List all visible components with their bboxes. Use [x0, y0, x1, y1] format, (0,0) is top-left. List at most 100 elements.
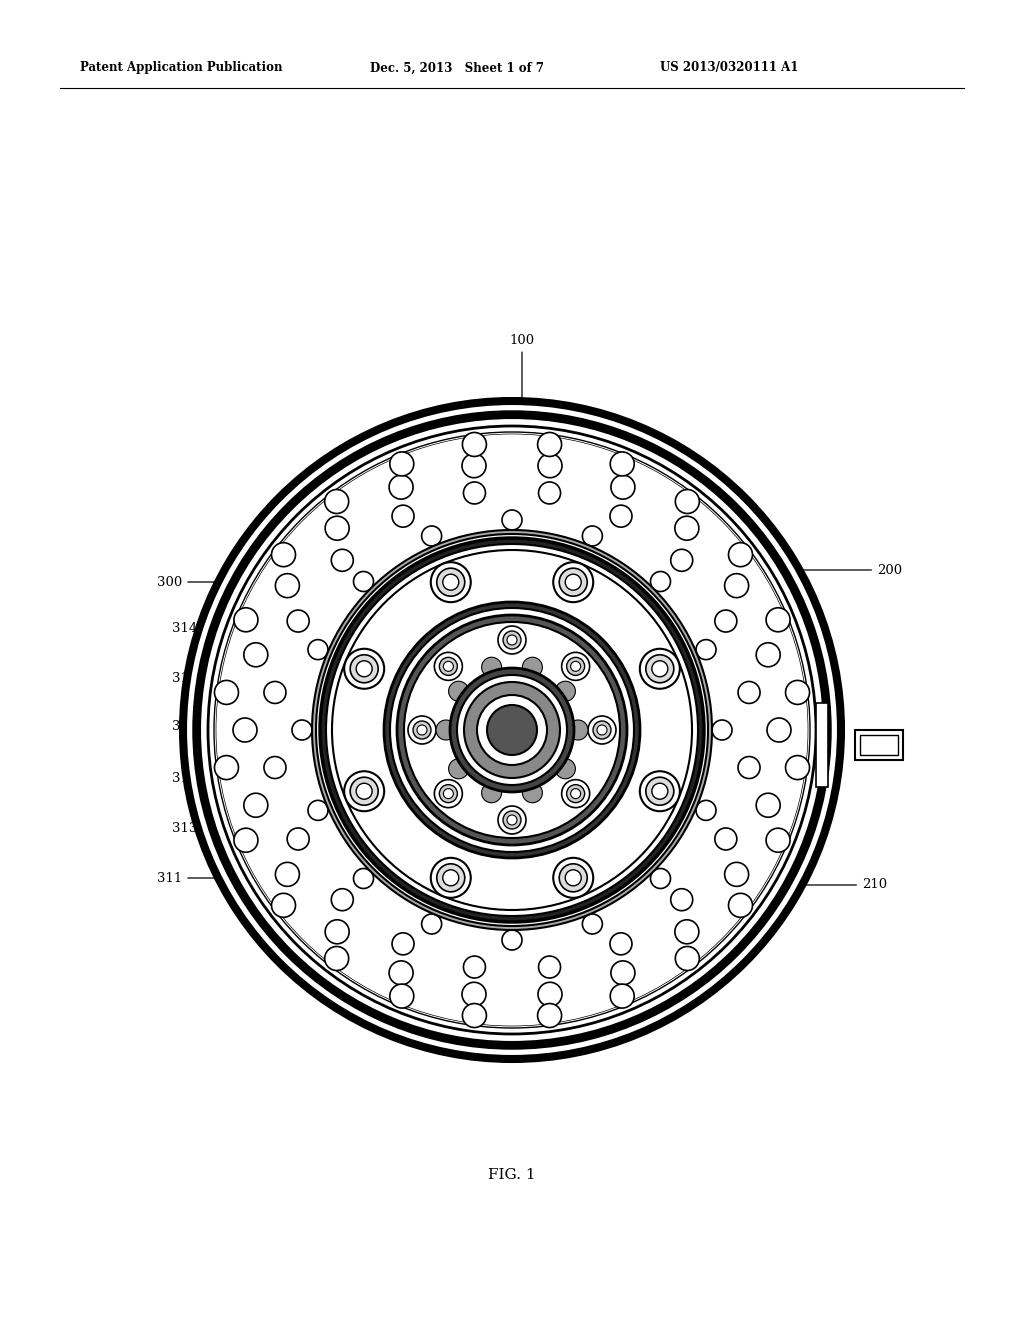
- Circle shape: [715, 610, 737, 632]
- Circle shape: [606, 862, 624, 880]
- Circle shape: [675, 490, 699, 513]
- Circle shape: [507, 814, 517, 825]
- Circle shape: [675, 946, 699, 970]
- Circle shape: [766, 607, 791, 632]
- Circle shape: [503, 631, 521, 649]
- Circle shape: [766, 828, 791, 853]
- Circle shape: [233, 718, 257, 742]
- Circle shape: [502, 510, 522, 531]
- Circle shape: [671, 888, 692, 911]
- Circle shape: [588, 715, 616, 744]
- Circle shape: [738, 681, 760, 704]
- Circle shape: [233, 828, 258, 853]
- Circle shape: [214, 755, 239, 780]
- Circle shape: [442, 870, 459, 886]
- Circle shape: [464, 956, 485, 978]
- Text: 315: 315: [172, 771, 354, 784]
- Text: Dec. 5, 2013   Sheet 1 of 7: Dec. 5, 2013 Sheet 1 of 7: [370, 62, 544, 74]
- Circle shape: [287, 828, 309, 850]
- Circle shape: [431, 562, 471, 602]
- Circle shape: [350, 777, 378, 805]
- Circle shape: [565, 574, 582, 590]
- Circle shape: [449, 759, 469, 779]
- Text: 313: 313: [172, 672, 351, 685]
- Circle shape: [464, 682, 560, 777]
- Circle shape: [539, 956, 560, 978]
- Bar: [855, 730, 903, 760]
- Circle shape: [570, 661, 581, 672]
- Circle shape: [566, 784, 585, 803]
- Text: Patent Application Publication: Patent Application Publication: [80, 62, 283, 74]
- Circle shape: [443, 788, 454, 799]
- Circle shape: [555, 681, 575, 701]
- Circle shape: [200, 418, 824, 1041]
- Circle shape: [502, 931, 522, 950]
- Circle shape: [767, 718, 791, 742]
- Circle shape: [463, 433, 486, 457]
- Text: 311: 311: [157, 871, 291, 884]
- Circle shape: [507, 635, 517, 645]
- Circle shape: [553, 858, 593, 898]
- Circle shape: [275, 574, 299, 598]
- Circle shape: [214, 680, 239, 705]
- Circle shape: [450, 668, 574, 792]
- Circle shape: [670, 667, 687, 685]
- Circle shape: [186, 404, 838, 1056]
- Circle shape: [646, 655, 674, 682]
- Circle shape: [264, 756, 286, 779]
- Circle shape: [553, 562, 593, 602]
- Circle shape: [350, 655, 378, 682]
- Circle shape: [233, 607, 258, 632]
- Circle shape: [353, 869, 374, 888]
- Circle shape: [325, 946, 349, 970]
- Circle shape: [675, 920, 698, 944]
- Bar: [860, 735, 898, 755]
- Circle shape: [756, 793, 780, 817]
- Circle shape: [652, 783, 668, 799]
- Circle shape: [539, 482, 560, 504]
- Text: 300: 300: [157, 576, 287, 589]
- Circle shape: [434, 780, 463, 808]
- Circle shape: [417, 725, 427, 735]
- Circle shape: [437, 568, 465, 597]
- Circle shape: [559, 863, 587, 892]
- Circle shape: [583, 525, 602, 546]
- Circle shape: [422, 913, 441, 935]
- Circle shape: [308, 800, 328, 820]
- Circle shape: [725, 574, 749, 598]
- Circle shape: [561, 780, 590, 808]
- Circle shape: [675, 516, 698, 540]
- Circle shape: [319, 539, 705, 921]
- Circle shape: [194, 412, 830, 1048]
- Circle shape: [390, 451, 414, 477]
- Circle shape: [652, 661, 668, 677]
- Circle shape: [610, 985, 634, 1008]
- Circle shape: [611, 475, 635, 499]
- Circle shape: [431, 858, 471, 898]
- Circle shape: [443, 661, 454, 672]
- Circle shape: [439, 657, 458, 676]
- Circle shape: [422, 525, 441, 546]
- Circle shape: [390, 985, 414, 1008]
- Circle shape: [650, 572, 671, 591]
- Circle shape: [404, 622, 620, 838]
- Circle shape: [538, 433, 561, 457]
- Circle shape: [785, 755, 810, 780]
- Circle shape: [481, 783, 502, 803]
- Text: 210: 210: [744, 879, 887, 891]
- Text: 100: 100: [509, 334, 535, 409]
- Circle shape: [271, 543, 296, 566]
- Circle shape: [392, 933, 414, 954]
- Circle shape: [337, 667, 354, 685]
- Circle shape: [344, 771, 384, 812]
- Circle shape: [462, 982, 486, 1006]
- Text: 200: 200: [770, 564, 902, 577]
- Circle shape: [457, 675, 567, 785]
- Circle shape: [570, 788, 581, 799]
- Circle shape: [332, 549, 353, 572]
- Circle shape: [538, 1003, 561, 1027]
- Circle shape: [389, 475, 413, 499]
- Circle shape: [312, 531, 712, 931]
- Circle shape: [785, 680, 810, 705]
- Circle shape: [244, 643, 268, 667]
